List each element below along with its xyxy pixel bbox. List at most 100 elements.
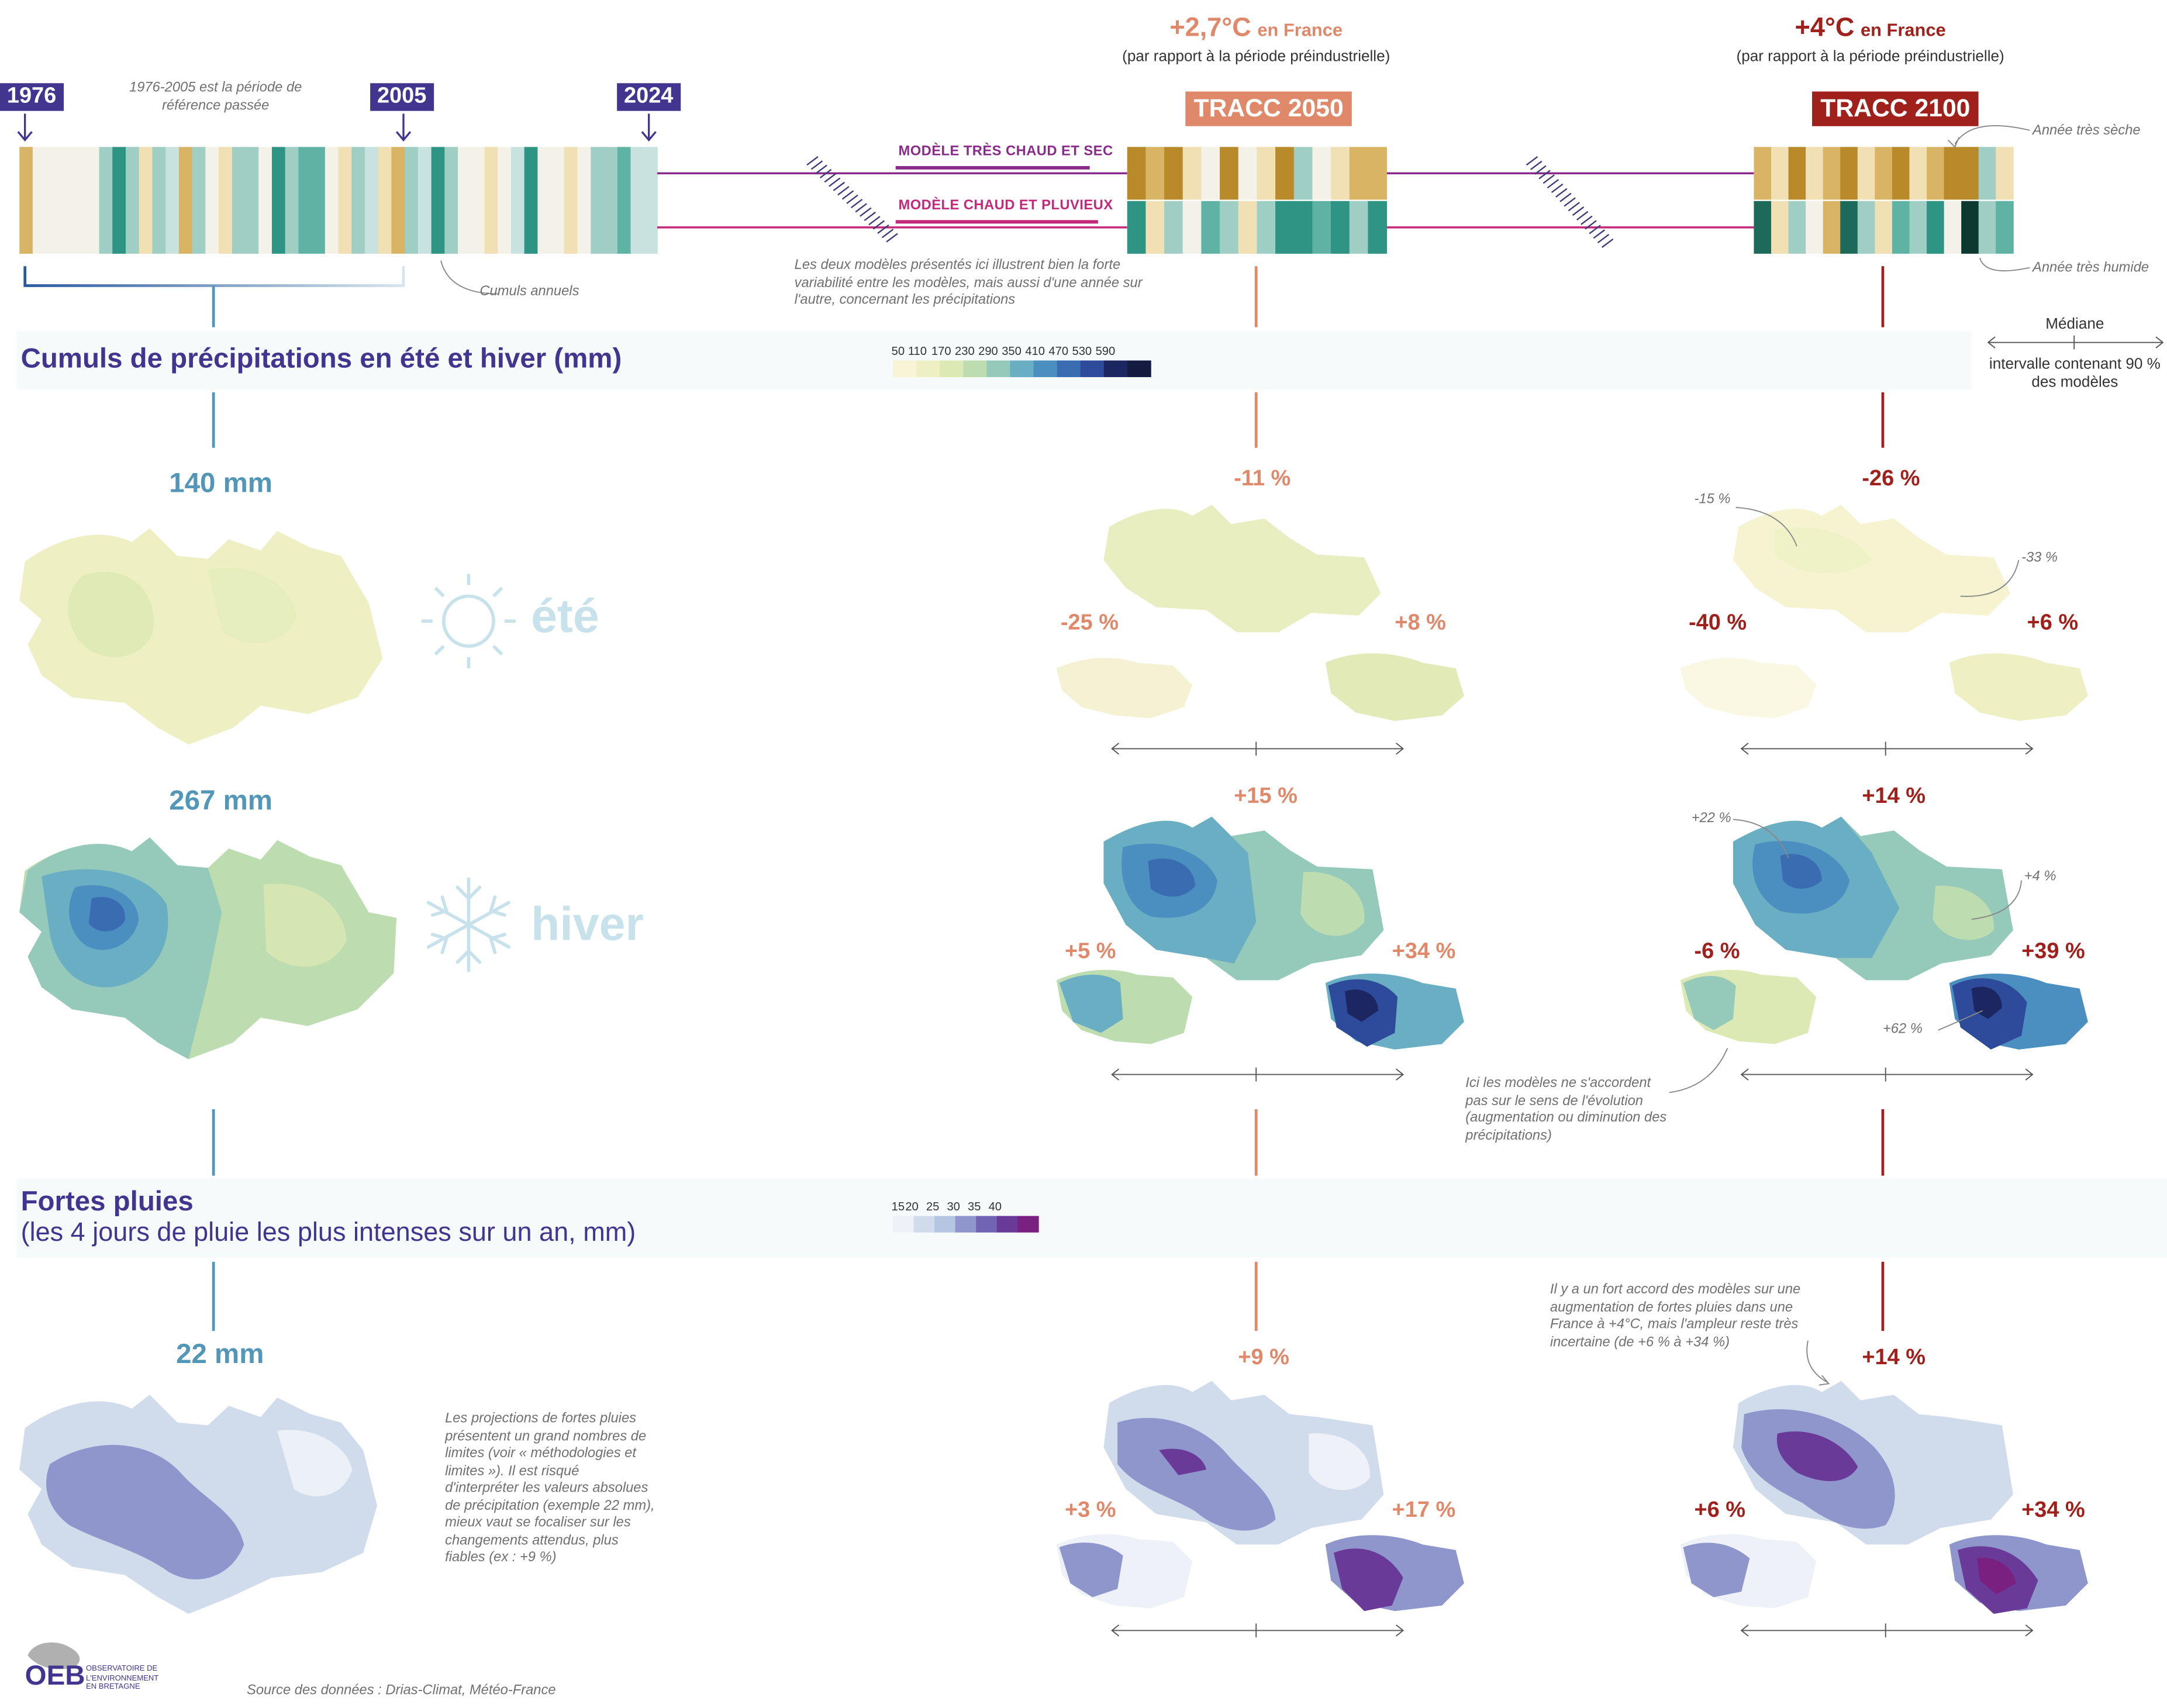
legend-value: 20 bbox=[905, 1199, 919, 1213]
summer-ref-value: 140 mm bbox=[169, 468, 272, 499]
historic-year-stripe bbox=[498, 147, 512, 254]
dry-2050-year-stripe bbox=[1293, 147, 1313, 200]
legend-swatch bbox=[940, 360, 964, 377]
hatch-tick bbox=[806, 156, 819, 166]
legend-swatch bbox=[1080, 360, 1105, 377]
legend-swatch bbox=[963, 360, 988, 377]
winter-2050-median: +15 % bbox=[1234, 785, 1298, 809]
wet-2050-year-stripe bbox=[1312, 201, 1332, 254]
dry-2100-year-stripe bbox=[1840, 147, 1858, 200]
historic-year-stripe bbox=[32, 147, 47, 254]
legend-value: 35 bbox=[968, 1199, 981, 1213]
projection-stripes-2100 bbox=[1754, 147, 2014, 254]
historic-year-stripe bbox=[258, 147, 272, 254]
historic-year-stripe bbox=[364, 147, 379, 254]
hatch-tick bbox=[1581, 215, 1593, 225]
legend-value: 25 bbox=[926, 1199, 940, 1213]
tracc-2050-badge: TRACC 2050 bbox=[1185, 91, 1352, 126]
hatch-tick bbox=[1530, 160, 1543, 170]
hatch-tick bbox=[1543, 174, 1555, 184]
summer-2050-maps bbox=[1056, 505, 1464, 756]
dry-2100-year-stripe bbox=[1806, 147, 1824, 200]
historic-year-stripe bbox=[325, 147, 339, 254]
section-stems-3 bbox=[212, 1261, 1885, 1331]
summer-2100-median: -26 % bbox=[1862, 467, 1920, 491]
historic-year-stripe bbox=[630, 147, 645, 254]
heavy-header-lines bbox=[16, 1174, 2167, 1262]
hatch-tick bbox=[824, 173, 836, 183]
wet-2050-year-stripe bbox=[1349, 201, 1369, 254]
arrow-1976 bbox=[17, 113, 33, 142]
time-break-1 bbox=[806, 156, 898, 243]
heavy-2100-median: +14 % bbox=[1862, 1346, 1926, 1370]
timeline-graphics bbox=[17, 113, 2030, 327]
dry-2100-year-stripe bbox=[1857, 147, 1876, 200]
legend-value: 350 bbox=[1002, 344, 1022, 358]
wet-2100-year-stripe bbox=[1771, 201, 1789, 254]
hatch-tick bbox=[1589, 225, 1601, 234]
historic-year-stripe bbox=[338, 147, 353, 254]
historic-year-stripe bbox=[73, 147, 87, 254]
summer-2100-maps bbox=[1680, 505, 2088, 756]
historic-year-stripe bbox=[471, 147, 485, 254]
source-note: Source des données : Drias-Climat, Météo… bbox=[247, 1683, 556, 1699]
sun-icon bbox=[421, 574, 516, 668]
wet-year-note: Année très humide bbox=[2033, 260, 2149, 276]
dry-2100-year-stripe bbox=[1892, 147, 1910, 200]
historic-year-stripe bbox=[617, 147, 632, 254]
winter-2050-maps bbox=[1056, 816, 1464, 1082]
hatch-tick bbox=[868, 216, 881, 226]
historic-year-stripe bbox=[205, 147, 219, 254]
historic-year-stripe bbox=[417, 147, 432, 254]
interval-arrow-heavy-2050 bbox=[1111, 1623, 1405, 1638]
winter-2100-east: +4 % bbox=[2024, 869, 2056, 885]
arrow-2024 bbox=[641, 113, 657, 142]
hatch-tick bbox=[1555, 188, 1568, 198]
sub-2050: (par rapport à la période préindustriell… bbox=[1122, 48, 1390, 65]
year-2024: 2024 bbox=[617, 83, 681, 111]
snowflake-icon bbox=[426, 877, 511, 972]
legend-value: 230 bbox=[955, 344, 975, 358]
hatch-tick bbox=[829, 177, 841, 187]
legend-swatch bbox=[1010, 360, 1034, 377]
winter-reference-map bbox=[19, 837, 397, 1060]
historic-year-stripe bbox=[378, 147, 392, 254]
interval-arrow-summer-2100 bbox=[1740, 741, 2034, 756]
winter-2100-maps bbox=[1680, 816, 2088, 1082]
wet-2100-year-stripe bbox=[1996, 201, 2014, 254]
hatch-tick bbox=[846, 194, 858, 204]
interval-arrow-heavy-2100 bbox=[1740, 1623, 2034, 1638]
wet-2050-year-stripe bbox=[1201, 201, 1221, 254]
legend-swatch bbox=[892, 360, 917, 377]
winter-2100-south: +62 % bbox=[1882, 1022, 1923, 1037]
legend-swatch bbox=[934, 1216, 956, 1233]
hatch-tick bbox=[1551, 183, 1564, 194]
dry-2050-year-stripe bbox=[1349, 147, 1369, 200]
interval-arrow-winter-2100 bbox=[1740, 1067, 2034, 1082]
dry-2100-year-stripe bbox=[1875, 147, 1893, 200]
wet-2100-year-stripe bbox=[1754, 201, 1772, 254]
winter-2050-high: +34 % bbox=[1392, 940, 1456, 964]
disagree-note: Ici les modèles ne s'accordent pas sur l… bbox=[1465, 1075, 1667, 1143]
historic-year-stripe bbox=[192, 147, 206, 254]
legend-swatch bbox=[1057, 360, 1081, 377]
heavy-reference-map bbox=[19, 1395, 377, 1614]
year-arrows bbox=[17, 113, 657, 142]
legend-swatch bbox=[1127, 360, 1151, 377]
historic-year-stripe bbox=[165, 147, 180, 254]
hatch-tick bbox=[877, 224, 889, 234]
legend-value: 530 bbox=[1072, 344, 1092, 358]
hatch-tick bbox=[1601, 238, 1614, 248]
agreement-curve bbox=[1806, 1340, 1830, 1386]
interval-arrow bbox=[1987, 335, 2164, 350]
dry-model-label: MODÈLE TRÈS CHAUD ET SEC bbox=[898, 144, 1113, 160]
legend-swatch bbox=[892, 1216, 915, 1233]
wet-2100-year-stripe bbox=[1961, 201, 1979, 254]
summer-2100-west: -15 % bbox=[1694, 492, 1731, 508]
wet-2100-year-stripe bbox=[1909, 201, 1927, 254]
historic-year-stripe bbox=[85, 147, 100, 254]
historic-year-stripe bbox=[644, 147, 658, 254]
hatch-tick bbox=[872, 220, 885, 230]
heavy-legend-bar bbox=[892, 1216, 1039, 1233]
